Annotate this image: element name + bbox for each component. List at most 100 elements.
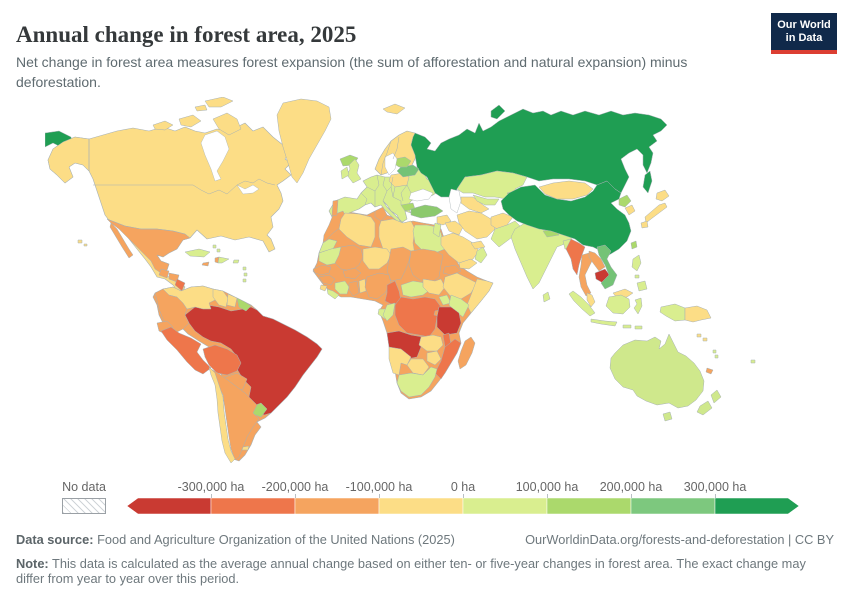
- solomon-islands-region[interactable]: [696, 333, 708, 342]
- lesser-sunda-region[interactable]: [622, 324, 643, 330]
- kazakhstan-region[interactable]: [456, 170, 528, 200]
- cuba-region[interactable]: [184, 248, 211, 258]
- java-region[interactable]: [590, 318, 618, 327]
- sri-lanka-region[interactable]: [542, 291, 551, 303]
- philippines-mindanao-region[interactable]: [636, 280, 648, 292]
- japan-hokkaido-region[interactable]: [655, 189, 670, 202]
- legend-segment-5[interactable]: [546, 498, 632, 514]
- algeria-region[interactable]: [338, 212, 376, 248]
- ireland-region[interactable]: [340, 166, 350, 180]
- new-caledonia-region[interactable]: [705, 367, 714, 375]
- south-africa-region[interactable]: [396, 366, 438, 398]
- bolivia-region[interactable]: [202, 344, 242, 376]
- philippines-luzon-region[interactable]: [631, 254, 642, 272]
- chile-region[interactable]: [208, 366, 236, 464]
- vanuatu-region[interactable]: [712, 349, 719, 359]
- uae-region[interactable]: [470, 240, 486, 250]
- somalia-region[interactable]: [466, 278, 494, 314]
- puerto-rico-region[interactable]: [232, 259, 240, 264]
- new-zealand-north-region[interactable]: [710, 389, 722, 404]
- burkina-faso-region[interactable]: [342, 267, 362, 280]
- myanmar-region[interactable]: [565, 238, 586, 276]
- falklands-region[interactable]: [241, 445, 250, 451]
- papua-new-guinea-region[interactable]: [684, 305, 712, 323]
- dominican-republic-region[interactable]: [217, 256, 230, 264]
- alaska-region[interactable]: [47, 136, 90, 184]
- vietnam-region[interactable]: [596, 244, 618, 290]
- sudan-region[interactable]: [408, 248, 444, 284]
- legend-segment-1[interactable]: [210, 498, 296, 514]
- laos-region[interactable]: [588, 250, 606, 272]
- hawaii-region[interactable]: [77, 239, 88, 247]
- thailand-region[interactable]: [578, 252, 594, 297]
- no-data-swatch[interactable]: [62, 498, 106, 514]
- namibia-region[interactable]: [388, 346, 412, 376]
- legend-segment-3[interactable]: [378, 498, 464, 514]
- madagascar-region[interactable]: [457, 336, 476, 370]
- ghana-region[interactable]: [348, 280, 360, 297]
- uzbekistan-region[interactable]: [472, 194, 500, 206]
- congo-region[interactable]: [382, 302, 396, 322]
- baja-region[interactable]: [109, 222, 134, 259]
- guyana-region[interactable]: [212, 288, 229, 308]
- chad-region[interactable]: [386, 246, 412, 282]
- suriname-region[interactable]: [226, 293, 238, 308]
- south-sudan-region[interactable]: [422, 278, 446, 296]
- liberia-region[interactable]: [326, 288, 340, 300]
- legend-segment-2[interactable]: [294, 498, 380, 514]
- greenland-region[interactable]: [276, 98, 332, 184]
- victoria-island-region[interactable]: [178, 114, 202, 128]
- eritrea-region[interactable]: [442, 264, 462, 276]
- novaya-zemlya-region[interactable]: [490, 104, 506, 120]
- legend-segment-4[interactable]: [462, 498, 548, 514]
- lesser-antilles-region[interactable]: [242, 266, 248, 283]
- malaysia-peninsula-region[interactable]: [586, 292, 596, 308]
- uk-region[interactable]: [346, 158, 362, 184]
- svalbard-region[interactable]: [382, 103, 406, 115]
- drc-region[interactable]: [394, 296, 442, 338]
- russia-region[interactable]: [410, 108, 668, 198]
- cote-divoire-region[interactable]: [334, 280, 350, 295]
- argentina-region[interactable]: [210, 368, 260, 461]
- jamaica-region[interactable]: [201, 261, 210, 267]
- iran-region[interactable]: [456, 210, 496, 240]
- yemen-region[interactable]: [458, 258, 478, 270]
- kalimantan-region[interactable]: [605, 294, 631, 315]
- sierra-leone-region[interactable]: [319, 284, 328, 292]
- north-korea-region[interactable]: [618, 194, 632, 208]
- french-guiana-region[interactable]: [236, 297, 252, 312]
- mozambique-region[interactable]: [434, 338, 462, 380]
- china-region[interactable]: [500, 180, 632, 256]
- turkey-region[interactable]: [410, 204, 444, 219]
- zambia-region[interactable]: [418, 334, 444, 352]
- nigeria-region[interactable]: [364, 272, 392, 300]
- sulawesi-region[interactable]: [633, 297, 643, 315]
- ethiopia-region[interactable]: [442, 272, 478, 300]
- peru-region[interactable]: [160, 326, 212, 375]
- owid-link[interactable]: OurWorldinData.org/forests-and-deforesta…: [525, 532, 834, 547]
- south-korea-region[interactable]: [624, 204, 636, 216]
- japan-kyushu-region[interactable]: [640, 220, 649, 229]
- togo-benin-region[interactable]: [358, 278, 367, 294]
- arctic-island-small-region[interactable]: [152, 104, 208, 131]
- tanzania-region[interactable]: [436, 306, 462, 336]
- guinea-region[interactable]: [318, 274, 336, 286]
- new-zealand-south-region[interactable]: [696, 400, 713, 416]
- kenya-region[interactable]: [448, 294, 470, 318]
- belarus-region[interactable]: [396, 164, 420, 178]
- venezuela-region[interactable]: [162, 285, 221, 310]
- tunisia-region[interactable]: [374, 206, 388, 222]
- levant-region[interactable]: [432, 222, 442, 238]
- legend-segment-6[interactable]: [630, 498, 716, 514]
- philippines-visayas-region[interactable]: [634, 274, 640, 279]
- mongolia-region[interactable]: [538, 180, 594, 200]
- legend-segment-0[interactable]: [127, 498, 212, 514]
- west-papua-region[interactable]: [659, 303, 686, 322]
- owid-logo[interactable]: Our World in Data: [771, 13, 837, 54]
- guatemala-region[interactable]: [158, 268, 170, 279]
- bahamas-region[interactable]: [212, 244, 221, 253]
- australia-region[interactable]: [609, 333, 705, 409]
- japan-honshu-region[interactable]: [644, 202, 668, 224]
- taiwan-region[interactable]: [630, 240, 638, 250]
- niger-region[interactable]: [362, 246, 392, 270]
